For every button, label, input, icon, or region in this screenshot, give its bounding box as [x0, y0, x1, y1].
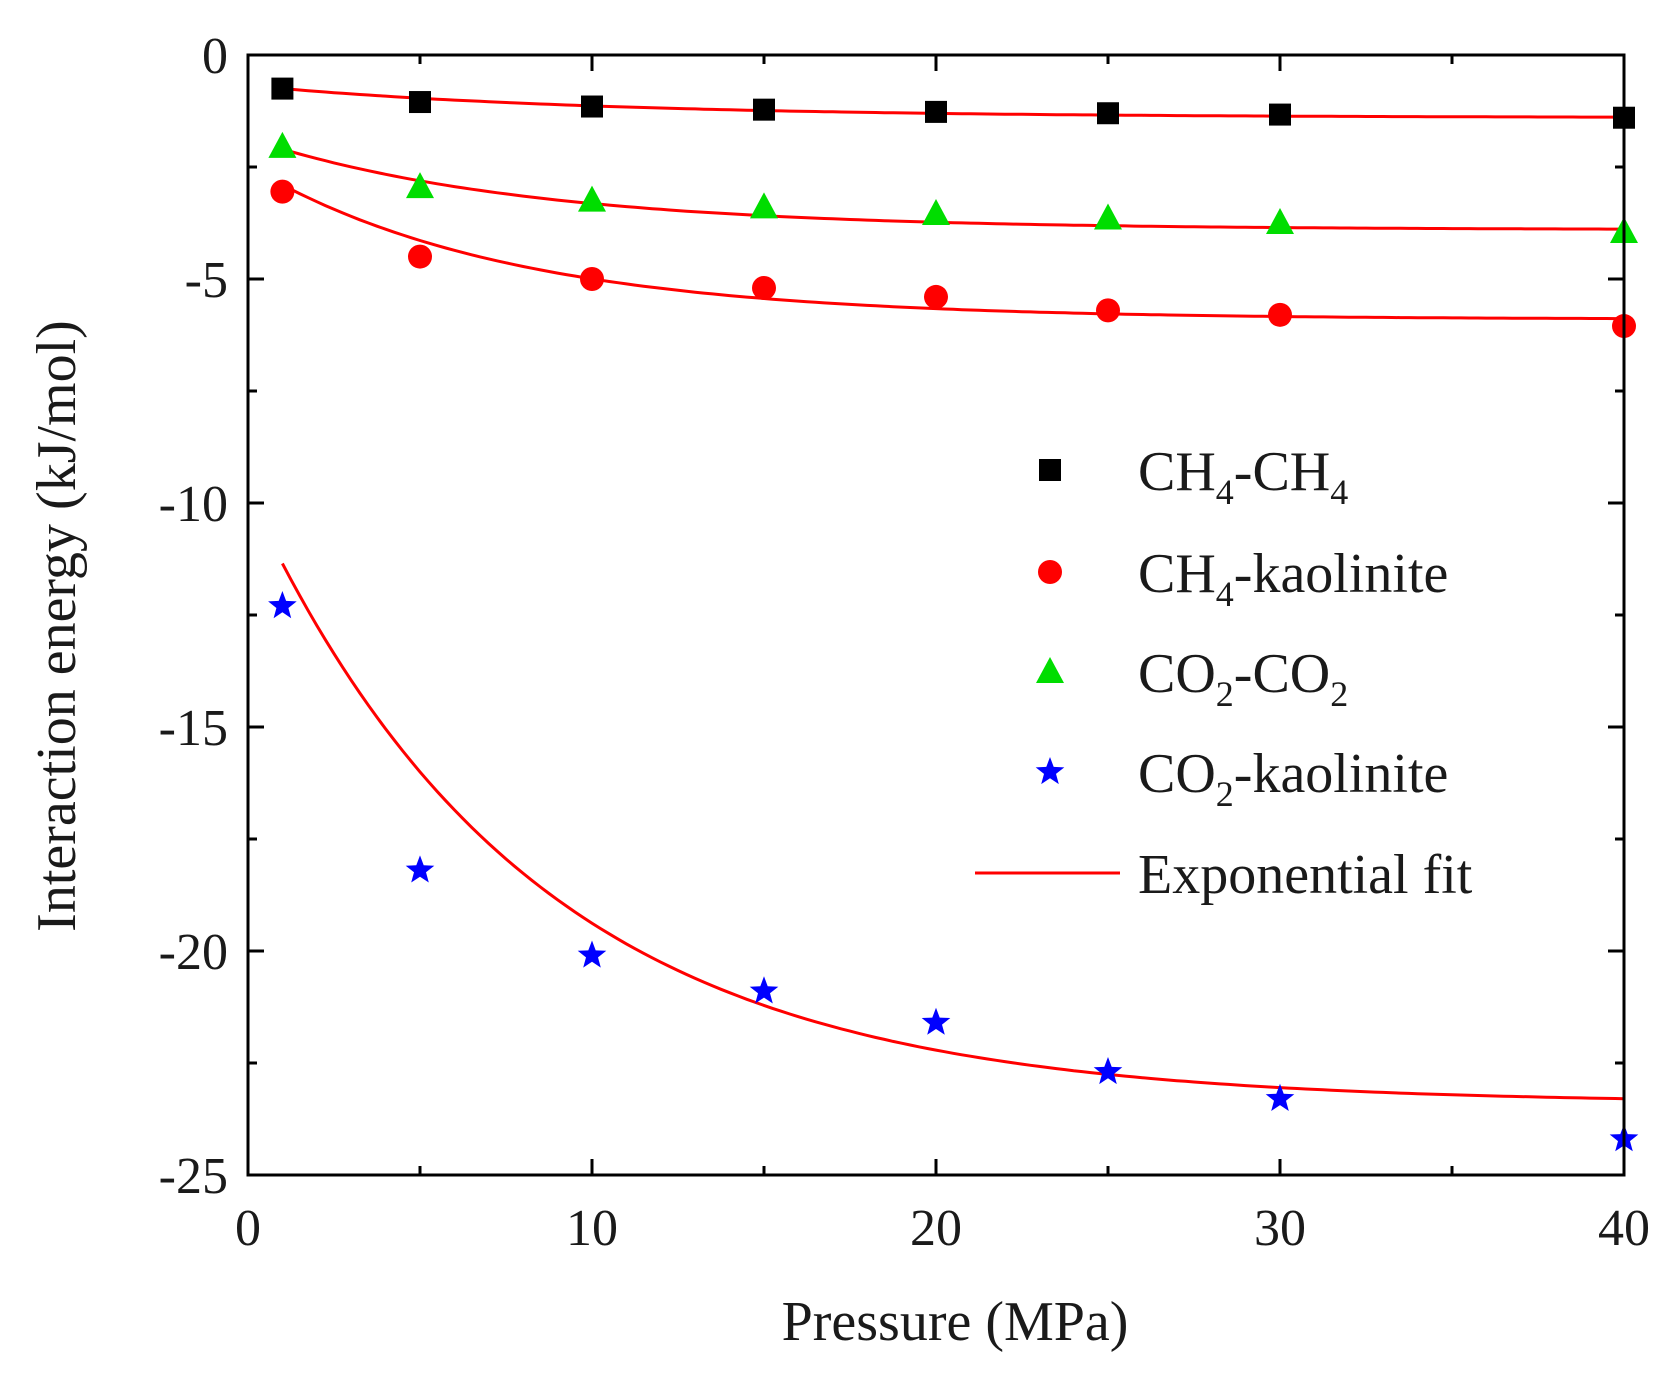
- point-ch4-ch4: [925, 100, 947, 123]
- point-co2-kaolinite: [577, 940, 607, 968]
- y-tick-label: 0: [202, 28, 228, 85]
- fit-line-ch4-kaolinite: [281, 183, 1624, 321]
- point-ch4-ch4: [271, 77, 294, 100]
- legend: CH4-CH4 CH4-kaolinite CO2-CO2 CO2-kaolinite…: [975, 441, 1473, 906]
- fit-curves: [281, 87, 1625, 1101]
- point-ch4-ch4: [753, 98, 775, 121]
- point-co2-co2: [1094, 203, 1122, 230]
- point-co2-co2: [268, 131, 297, 158]
- legend-label-ch4-ch4: CH4-CH4: [1138, 441, 1348, 512]
- point-co2-kaolinite: [921, 1007, 951, 1035]
- x-tick-label: 10: [566, 1200, 618, 1257]
- legend-marker-co2-kaolinite: [1035, 757, 1065, 785]
- y-tick-label: -5: [185, 252, 228, 309]
- x-tick-label: 40: [1598, 1200, 1650, 1257]
- data-markers: [268, 77, 1639, 1152]
- point-co2-kaolinite: [1265, 1083, 1295, 1111]
- point-ch4-ch4: [409, 91, 431, 114]
- point-ch4-kaolinite: [924, 284, 948, 309]
- x-tick-label: 0: [235, 1200, 261, 1257]
- point-co2-kaolinite: [1093, 1057, 1123, 1085]
- legend-label-ch4-kaolinite: CH4-kaolinite: [1138, 543, 1448, 614]
- legend-marker-co2-co2: [1036, 657, 1064, 683]
- point-co2-kaolinite: [749, 976, 779, 1004]
- legend-label-co2-kaolinite: CO2-kaolinite: [1138, 743, 1448, 814]
- y-tick-label: -25: [159, 1148, 228, 1205]
- y-tick-label: -10: [159, 476, 228, 533]
- legend-label-co2-co2: CO2-CO2: [1138, 643, 1348, 714]
- fit-line-co2-kaolinite: [281, 562, 1625, 1101]
- y-tick-label: -20: [159, 924, 228, 981]
- y-axis-title: Interaction energy (kJ/mol): [26, 320, 88, 932]
- point-co2-co2: [922, 199, 950, 226]
- legend-marker-ch4-kaolinite: [1038, 560, 1062, 584]
- point-co2-kaolinite: [405, 855, 435, 883]
- legend-marker-ch4-ch4: [1039, 459, 1061, 481]
- axes: 0 10 20 30 40 0 -5 -10 -15 -20 -25: [159, 28, 1650, 1257]
- point-ch4-kaolinite: [1268, 302, 1292, 327]
- x-tick-label: 30: [1254, 1200, 1306, 1257]
- point-co2-co2: [406, 172, 434, 199]
- x-axis-title: Pressure (MPa): [782, 1291, 1129, 1353]
- point-ch4-ch4: [1269, 103, 1291, 126]
- point-co2-kaolinite: [268, 591, 297, 619]
- point-ch4-kaolinite: [408, 244, 432, 269]
- point-ch4-kaolinite: [1096, 298, 1120, 323]
- fit-line-ch4-ch4: [282, 87, 1624, 119]
- legend-label-exponential-fit: Exponential fit: [1138, 844, 1473, 906]
- y-tick-label: -15: [159, 700, 228, 757]
- point-ch4-kaolinite: [580, 267, 604, 291]
- point-ch4-ch4: [581, 95, 603, 118]
- point-ch4-ch4: [1097, 102, 1119, 125]
- point-co2-co2: [750, 192, 778, 219]
- point-ch4-kaolinite: [752, 275, 776, 300]
- x-tick-label: 20: [910, 1200, 962, 1257]
- point-co2-co2: [578, 185, 606, 212]
- point-ch4-kaolinite: [270, 179, 295, 204]
- fit-line-co2-co2: [281, 147, 1624, 231]
- point-co2-co2: [1266, 208, 1294, 234]
